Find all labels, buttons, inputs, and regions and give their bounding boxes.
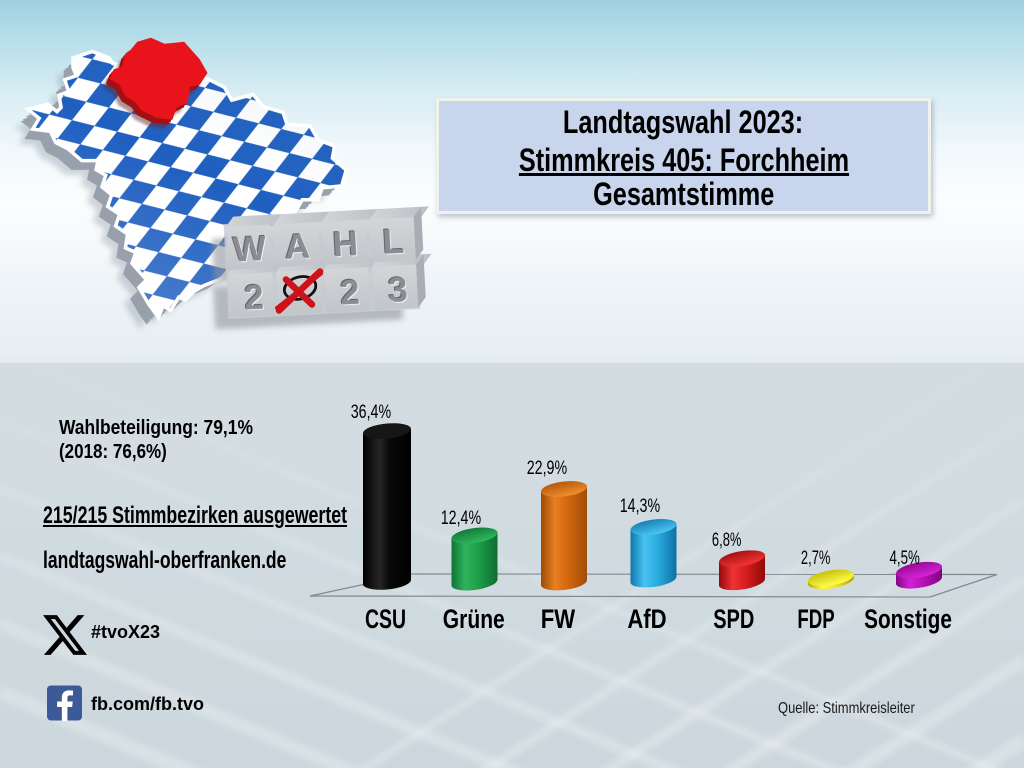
- svg-text:H: H: [332, 224, 359, 264]
- svg-text:3: 3: [388, 271, 409, 311]
- svg-text:L: L: [382, 222, 405, 262]
- svg-text:A: A: [283, 226, 310, 266]
- svg-text:2: 2: [242, 277, 263, 317]
- svg-text:H: H: [331, 223, 358, 263]
- svg-text:W: W: [233, 230, 268, 271]
- svg-text:2: 2: [338, 272, 359, 312]
- svg-text:A: A: [284, 227, 311, 267]
- svg-text:W: W: [232, 229, 267, 270]
- svg-text:2: 2: [243, 278, 264, 318]
- svg-text:2: 2: [244, 279, 265, 319]
- svg-text:A: A: [285, 228, 312, 268]
- svg-text:3: 3: [387, 270, 408, 310]
- svg-text:W: W: [231, 228, 266, 269]
- svg-text:H: H: [333, 225, 360, 265]
- svg-text:2: 2: [339, 273, 360, 313]
- svg-text:2: 2: [340, 274, 361, 314]
- svg-text:3: 3: [386, 269, 407, 309]
- svg-text:L: L: [381, 221, 404, 261]
- svg-text:L: L: [383, 223, 406, 263]
